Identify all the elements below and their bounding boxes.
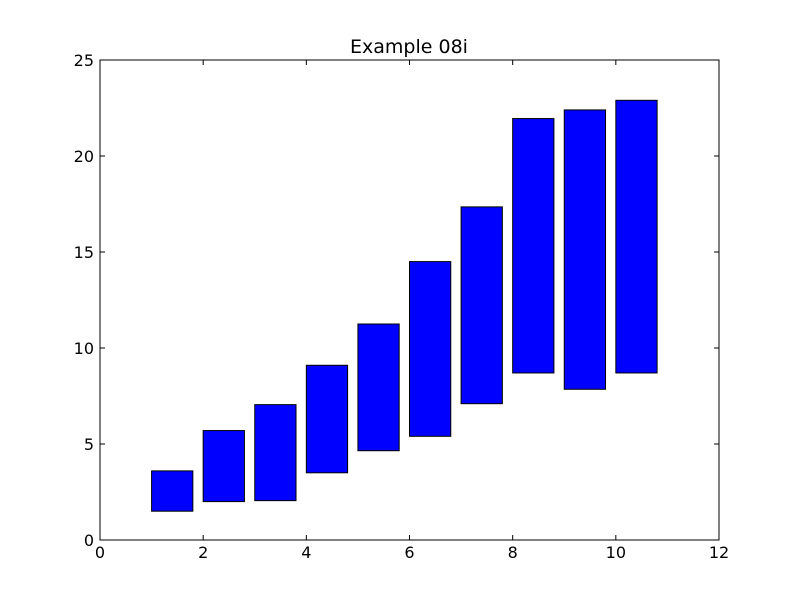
bar-3	[254, 404, 297, 502]
x-tick-label-2: 2	[198, 543, 208, 562]
bar-10	[615, 99, 658, 374]
x-tick-label-8: 8	[508, 543, 518, 562]
bar-7	[460, 206, 503, 405]
x-tick-label-10: 10	[606, 543, 626, 562]
bar-9	[563, 109, 607, 390]
chart-title: Example 08i	[350, 36, 468, 58]
ticks-layer: 0 2 4 6 8 10 12 0 5 10 15 20 25	[74, 51, 730, 562]
bar-1	[151, 470, 194, 512]
x-tick-label-4: 4	[301, 543, 311, 562]
y-tick-label-25: 25	[74, 51, 94, 70]
y-tick-label-5: 5	[84, 435, 94, 454]
bar-6	[409, 261, 452, 437]
bar-2	[202, 430, 245, 503]
x-tick-label-6: 6	[404, 543, 414, 562]
plot-frame	[99, 59, 720, 541]
bar-4	[305, 364, 349, 474]
y-tick-label-15: 15	[74, 243, 94, 262]
y-tick-label-0: 0	[84, 531, 94, 550]
x-tick-label-0: 0	[95, 543, 105, 562]
y-tick-label-10: 10	[74, 339, 94, 358]
bars-layer	[151, 99, 658, 512]
bar-5	[357, 323, 400, 452]
bar-8	[512, 118, 555, 374]
y-tick-label-20: 20	[74, 147, 94, 166]
x-tick-label-12: 12	[709, 543, 729, 562]
